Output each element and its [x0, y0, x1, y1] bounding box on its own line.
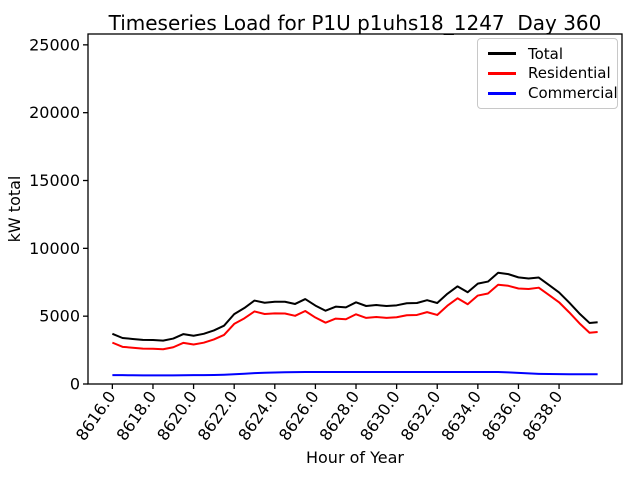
chart-title: Timeseries Load for P1U p1uhs18_1247 Day…	[108, 11, 602, 35]
series-line-residential	[111, 283, 598, 351]
legend-label-commercial: Commercial	[528, 84, 618, 103]
x-tick-label: 8616.0	[72, 387, 120, 444]
legend-item-residential: Residential	[486, 64, 611, 83]
legend-label-total: Total	[528, 44, 564, 63]
x-tick-label: 8638.0	[519, 387, 567, 444]
legend-item-commercial: Commercial	[486, 84, 618, 103]
x-tick-label: 8618.0	[113, 387, 161, 444]
x-axis-label: Hour of Year	[305, 448, 404, 467]
y-axis-label: kW total	[5, 176, 24, 243]
y-tick-label: 10000	[29, 239, 80, 258]
x-tick-label: 8636.0	[478, 387, 526, 444]
x-tick-label: 8624.0	[234, 387, 282, 444]
x-tick-label: 8630.0	[356, 387, 404, 444]
x-tick-label: 8622.0	[194, 387, 242, 444]
y-tick-label: 0	[70, 375, 80, 394]
x-tick-label: 8632.0	[397, 387, 445, 444]
x-tick-label: 8628.0	[316, 387, 364, 444]
x-tick-label: 8620.0	[153, 387, 201, 444]
legend: Total Residential Commercial	[477, 38, 618, 109]
legend-item-total: Total	[486, 44, 609, 63]
legend-line-swatch-commercial	[488, 91, 516, 95]
series-line-total	[111, 271, 598, 342]
legend-label-residential: Residential	[528, 64, 611, 83]
axes-frame	[87, 33, 623, 385]
x-tick-label: 8626.0	[275, 387, 323, 444]
y-tick-label: 5000	[39, 307, 80, 326]
legend-line-swatch-residential	[488, 71, 516, 75]
series-line-commercial	[112, 371, 598, 377]
y-tick-label: 25000	[29, 35, 80, 54]
y-tick-label: 20000	[29, 103, 80, 122]
x-tick-label: 8634.0	[437, 387, 485, 444]
legend-line-swatch-total	[488, 52, 516, 56]
y-tick-label: 15000	[29, 171, 80, 190]
